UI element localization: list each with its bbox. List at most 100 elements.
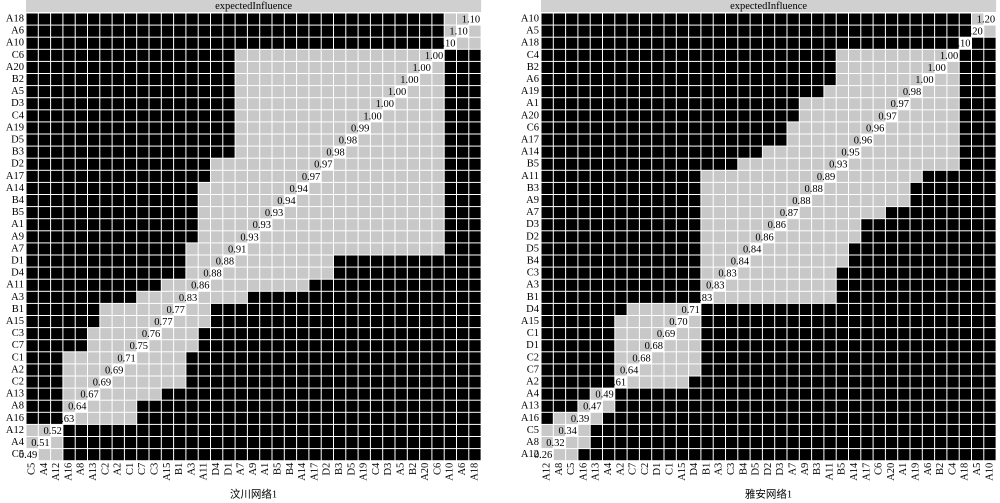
- diagonal-cell: [762, 231, 775, 243]
- cell: [652, 388, 664, 400]
- x-tick-label: C2: [100, 463, 111, 475]
- cell: [676, 303, 689, 315]
- cell: [112, 195, 124, 207]
- cell: [922, 61, 935, 73]
- cell: [149, 352, 161, 364]
- cell: [334, 364, 346, 376]
- cell: [701, 134, 713, 146]
- cell: [432, 316, 444, 328]
- cell: [750, 61, 762, 73]
- cell: [910, 328, 922, 340]
- value-label: 0.61: [608, 377, 626, 388]
- cell: [885, 279, 898, 291]
- cell: [885, 122, 898, 134]
- cell: [689, 279, 701, 291]
- cell: [541, 243, 553, 255]
- cell: [578, 340, 590, 352]
- cell: [321, 291, 333, 303]
- cell: [284, 279, 297, 291]
- diagonal-cell: [75, 400, 87, 412]
- diagonal-cell: [383, 98, 395, 110]
- cell: [223, 340, 235, 352]
- cell: [578, 231, 590, 243]
- cell: [137, 134, 149, 146]
- cell: [750, 195, 762, 207]
- cell: [836, 134, 848, 146]
- cell: [260, 146, 272, 158]
- cell: [186, 61, 198, 73]
- cell: [726, 328, 738, 340]
- y-tick-label: D4: [11, 268, 25, 279]
- cell: [922, 195, 935, 207]
- cell: [873, 170, 885, 182]
- x-tick-label: A16: [578, 463, 589, 481]
- cell: [469, 158, 481, 170]
- cell: [578, 267, 590, 279]
- cell: [935, 316, 947, 328]
- cell: [701, 328, 713, 340]
- cell: [186, 13, 198, 25]
- cell: [247, 13, 260, 25]
- cell: [689, 122, 701, 134]
- cell: [824, 13, 836, 25]
- cell: [100, 267, 112, 279]
- cell: [799, 37, 812, 49]
- cell: [836, 74, 848, 86]
- cell: [26, 243, 38, 255]
- cell: [124, 231, 137, 243]
- cell: [676, 279, 689, 291]
- cell: [38, 449, 51, 461]
- cell: [272, 49, 284, 61]
- cell: [861, 400, 873, 412]
- cell: [334, 207, 346, 219]
- cell: [922, 388, 935, 400]
- cell: [738, 267, 750, 279]
- cell: [395, 449, 407, 461]
- cell: [457, 340, 469, 352]
- cell: [346, 328, 358, 340]
- cell: [935, 291, 947, 303]
- cell: [639, 267, 652, 279]
- cell: [198, 25, 210, 37]
- cell: [469, 146, 481, 158]
- x-tick-label: A5: [396, 463, 407, 476]
- cell: [726, 219, 738, 231]
- cell: [799, 170, 812, 182]
- cell: [260, 231, 272, 243]
- cell: [676, 61, 689, 73]
- cell: [984, 352, 996, 364]
- cell: [198, 170, 210, 182]
- cell: [898, 61, 910, 73]
- cell: [198, 49, 210, 61]
- x-tick-label: D4: [689, 462, 700, 476]
- cell: [676, 110, 689, 122]
- y-tick-label: A17: [6, 171, 24, 182]
- cell: [112, 13, 124, 25]
- cell: [51, 122, 63, 134]
- cell: [137, 231, 149, 243]
- cell: [75, 279, 87, 291]
- cell: [100, 424, 112, 436]
- value-label: 0.83: [694, 293, 712, 304]
- cell: [272, 243, 284, 255]
- cell: [149, 400, 161, 412]
- cell: [787, 170, 799, 182]
- x-tick-label: D5: [751, 463, 762, 476]
- cell: [358, 146, 370, 158]
- cell: [689, 98, 701, 110]
- cell: [726, 170, 738, 182]
- cell: [578, 61, 590, 73]
- cell: [469, 364, 481, 376]
- cell: [272, 352, 284, 364]
- cell: [787, 279, 799, 291]
- cell: [88, 449, 100, 461]
- cell: [738, 400, 750, 412]
- cell: [578, 98, 590, 110]
- cell: [762, 352, 775, 364]
- cell: [603, 279, 615, 291]
- cell: [309, 279, 321, 291]
- cell: [762, 376, 775, 388]
- cell: [469, 231, 481, 243]
- x-tick-label: A8: [76, 463, 87, 476]
- cell: [935, 182, 947, 194]
